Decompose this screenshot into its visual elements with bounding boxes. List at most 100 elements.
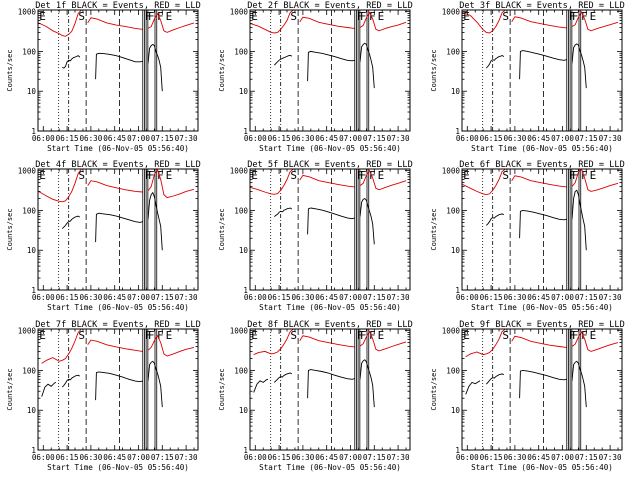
lld-series-line <box>359 11 407 32</box>
panel-1: Det 1f BLACK = Events, RED = LLD Counts/s… <box>6 1 201 153</box>
x-tick-label: 07:15 <box>363 293 386 302</box>
x-tick-label: 06:30 <box>503 293 526 302</box>
y-axis-label: Counts/sec <box>6 208 14 250</box>
lld-series-line <box>253 329 295 356</box>
x-tick-label: 06:15 <box>56 453 79 462</box>
interval-marker-label: E <box>166 329 173 342</box>
interval-marker-label: F <box>357 169 364 182</box>
y-axis-label: Counts/sec <box>6 49 14 91</box>
x-axis-label: Start Time (06-Nov-05 05:56:40) <box>259 303 401 312</box>
events-series-line <box>95 371 143 401</box>
x-tick-label: 07:15 <box>151 453 174 462</box>
x-tick-label: 06:00 <box>244 453 267 462</box>
y-tick-label: 10 <box>239 87 249 96</box>
y-tick-label: 1 <box>31 446 36 455</box>
events-series-line <box>519 209 567 239</box>
y-tick-label: 10 <box>27 87 37 96</box>
x-tick-label: 07:15 <box>575 453 598 462</box>
plot-frame <box>249 328 411 451</box>
events-series-line <box>519 50 567 80</box>
interval-marker-label: F <box>157 329 164 342</box>
events-series-line <box>41 381 57 397</box>
interval-marker-label: F <box>145 329 152 342</box>
y-tick-label: 100 <box>446 206 460 215</box>
lld-series-line <box>147 334 195 357</box>
lld-series-line <box>147 12 195 33</box>
events-series-line <box>147 43 163 92</box>
x-axis-label: Start Time (06-Nov-05 05:56:40) <box>471 303 613 312</box>
interval-marker-label: F <box>569 169 576 182</box>
interval-marker-label: S <box>502 329 509 342</box>
interval-marker-label: S <box>502 10 509 23</box>
x-tick-label: 07:30 <box>175 293 198 302</box>
panel-title: Det 3f BLACK = Events, RED = LLD <box>459 1 625 11</box>
x-tick-label: 06:45 <box>315 134 338 143</box>
plot-frame <box>37 168 199 291</box>
y-axis-label: Counts/sec <box>430 49 438 91</box>
interval-marker-label: E <box>463 10 470 23</box>
x-tick-label: 07:15 <box>151 293 174 302</box>
interval-marker-label: S <box>78 329 85 342</box>
lld-series-line <box>250 169 295 195</box>
interval-marker-label: F <box>581 10 588 23</box>
events-series-line <box>147 360 163 408</box>
panel-title: Det 7f BLACK = Events, RED = LLD <box>35 320 201 330</box>
interval-marker-label: E <box>463 329 470 342</box>
x-tick-label: 06:15 <box>56 134 79 143</box>
y-tick-label: 100 <box>446 47 460 56</box>
events-series-line <box>359 359 375 408</box>
interval-marker-label: E <box>166 169 173 182</box>
events-series-line <box>571 43 587 89</box>
interval-marker-label: F <box>369 329 376 342</box>
lld-series-line <box>87 180 143 193</box>
interval-marker-label: F <box>360 10 367 23</box>
lld-series-line <box>87 339 143 352</box>
lld-series-line <box>511 16 567 29</box>
lld-series-line <box>38 10 83 37</box>
interval-marker-label: F <box>148 169 155 182</box>
lld-series-line <box>462 169 507 196</box>
plot-frame <box>249 168 411 291</box>
x-tick-label: 06:30 <box>291 293 314 302</box>
y-tick-label: 1000 <box>18 327 37 336</box>
events-series-line <box>485 373 505 385</box>
interval-marker-label: E <box>590 329 597 342</box>
x-tick-label: 07:15 <box>151 134 174 143</box>
x-tick-label: 07:00 <box>127 134 150 143</box>
x-tick-label: 07:30 <box>599 293 622 302</box>
x-tick-label: 06:45 <box>103 453 126 462</box>
y-tick-label: 100 <box>22 366 36 375</box>
interval-marker-label: F <box>369 10 376 23</box>
y-tick-label: 1000 <box>230 167 249 176</box>
x-tick-label: 06:15 <box>480 453 503 462</box>
lld-series-line <box>41 329 83 364</box>
events-series-line <box>465 380 481 395</box>
panel-9: Det 9f BLACK = Events, RED = LLD Counts/s… <box>430 320 625 472</box>
lld-series-line <box>299 335 355 348</box>
x-axis-label: Start Time (06-Nov-05 05:56:40) <box>259 463 401 472</box>
interval-marker-label: S <box>78 10 85 23</box>
interval-marker-label: S <box>290 10 297 23</box>
interval-marker-label: F <box>357 329 364 342</box>
events-series-line <box>253 378 269 393</box>
panel-title: Det 6f BLACK = Events, RED = LLD <box>459 160 625 170</box>
lld-series-line <box>87 17 143 30</box>
panel-title: Det 1f BLACK = Events, RED = LLD <box>35 1 201 11</box>
x-axis-label: Start Time (06-Nov-05 05:56:40) <box>471 144 613 153</box>
x-tick-label: 07:00 <box>551 134 574 143</box>
x-tick-label: 06:45 <box>527 134 550 143</box>
interval-marker-label: E <box>251 169 258 182</box>
x-axis-label: Start Time (06-Nov-05 05:56:40) <box>259 144 401 153</box>
interval-marker-label: E <box>463 169 470 182</box>
y-tick-label: 100 <box>234 206 248 215</box>
plot-frame <box>249 9 411 132</box>
x-tick-label: 07:15 <box>363 134 386 143</box>
x-tick-label: 06:30 <box>503 453 526 462</box>
plot-frame <box>461 328 623 451</box>
lld-series-line <box>147 169 195 199</box>
lld-series-line <box>465 329 507 358</box>
events-series-line <box>61 215 81 229</box>
y-tick-label: 1 <box>455 127 460 136</box>
y-tick-label: 1000 <box>18 8 37 17</box>
